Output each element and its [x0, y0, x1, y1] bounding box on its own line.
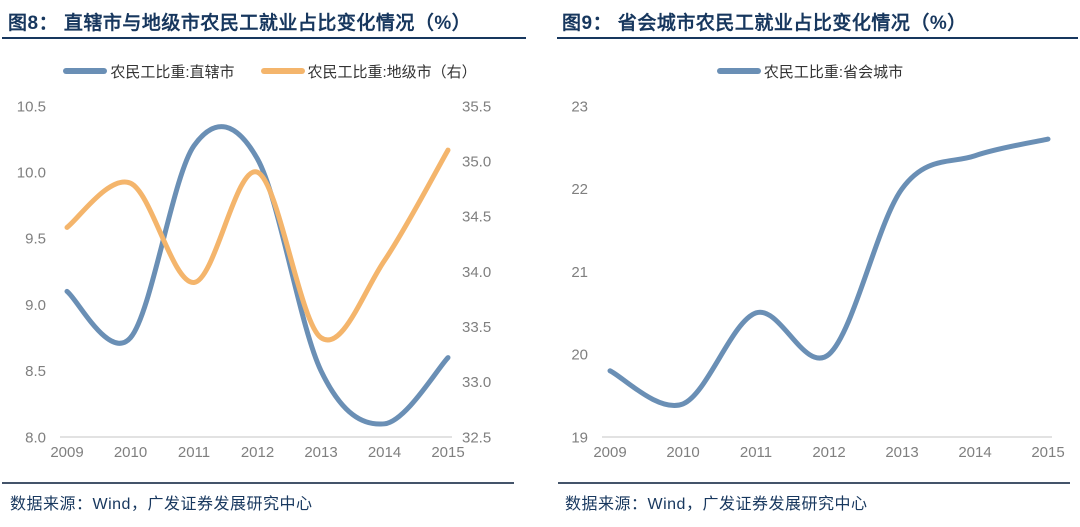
x-axis-tick: 2013	[885, 444, 918, 461]
figure-9-source-note: 数据来源：Wind，广发证券发展研究中心	[565, 496, 868, 513]
legend-item-dijishi: 农民工比重:地级市（右）	[260, 61, 477, 82]
y-axis-tick: 19	[571, 429, 588, 446]
figure-8-title: 图8： 直辖市与地级市农民工就业占比变化情况（%）	[8, 13, 472, 34]
y-axis-tick: 21	[571, 264, 588, 281]
x-axis-tick: 2010	[666, 444, 699, 461]
x-axis-tick: 2015	[431, 444, 464, 461]
y-axis-tick-right: 35.0	[462, 153, 491, 170]
y-axis-tick-right: 34.5	[462, 209, 491, 226]
y-axis-tick: 10.0	[17, 164, 46, 181]
figure-9-title-underline	[557, 37, 1078, 39]
blue-line-swatch-icon	[716, 68, 761, 74]
y-axis-tick: 20	[571, 347, 588, 364]
y-axis-tick-right: 33.0	[462, 374, 491, 391]
figure-9-panel: 图9： 省会城市农民工就业占比变化情况（%） 农民工比重:省会城市 23 22 21…	[540, 0, 1080, 527]
y-axis-tick: 8.0	[25, 429, 46, 446]
figure-8-source-note: 数据来源：Wind，广发证券发展研究中心	[10, 496, 313, 513]
orange-line-swatch-icon	[260, 68, 305, 74]
figure-8-line-chart: 10.5 10.0 9.5 9.0 8.5 8.0 35.5 35.0 34.5 34.0 33.5…	[17, 98, 491, 461]
x-axis-tick: 2014	[958, 444, 991, 461]
y-axis-tick-right: 34.0	[462, 264, 491, 281]
x-axis-tick: 2012	[241, 444, 274, 461]
series-line-0	[607, 136, 1051, 408]
y-axis-tick-right: 33.5	[462, 319, 491, 336]
y-axis-tick-right: 32.5	[462, 429, 491, 446]
y-axis-tick: 8.5	[25, 363, 46, 380]
x-axis-tick: 2009	[50, 444, 83, 461]
legend-label-dijishi: 农民工比重:地级市（右）	[307, 63, 477, 81]
figure-9-line-chart: 23 22 21 20 19 2009 2010 2011 2012 2013 2014 2015	[571, 98, 1064, 461]
figure-9-footer-rule	[558, 482, 1070, 484]
series-line-1	[64, 147, 451, 343]
y-axis-tick: 10.5	[17, 98, 46, 115]
x-axis-tick: 2014	[368, 444, 401, 461]
figure-8-panel: 图8： 直辖市与地级市农民工就业占比变化情况（%） 农民工比重:直辖市 农民工比…	[0, 13, 540, 513]
series-line-0	[64, 124, 451, 427]
x-axis-tick: 2010	[114, 444, 147, 461]
x-axis-tick: 2011	[740, 444, 772, 461]
y-axis-tick: 22	[571, 181, 588, 198]
figure-9-title: 图9： 省会城市农民工就业占比变化情况（%）	[562, 13, 967, 34]
x-axis-tick: 2011	[178, 444, 210, 461]
figure-9-legend: 农民工比重:省会城市	[540, 60, 1080, 82]
legend-label-shenghui: 农民工比重:省会城市	[763, 63, 904, 81]
y-axis-tick-right: 35.5	[462, 98, 491, 115]
y-axis-tick: 9.5	[25, 231, 46, 248]
blue-line-swatch-icon	[63, 68, 108, 74]
x-axis-tick: 2012	[812, 444, 845, 461]
legend-item-zhixiashi: 农民工比重:直辖市	[63, 61, 235, 82]
figure-8-footer-rule	[2, 482, 514, 484]
y-axis-tick: 9.0	[25, 297, 46, 314]
x-axis-tick: 2015	[1031, 444, 1064, 461]
figure-8-legend: 农民工比重:直辖市 农民工比重:地级市（右）	[0, 60, 540, 82]
legend-label-zhixiashi: 农民工比重:直辖市	[110, 63, 235, 81]
figure-8-title-underline	[2, 37, 526, 39]
legend-item-shenghui: 农民工比重:省会城市	[716, 61, 904, 82]
x-axis-tick: 2009	[593, 444, 626, 461]
y-axis-tick: 23	[571, 98, 588, 115]
x-axis-tick: 2013	[304, 444, 337, 461]
